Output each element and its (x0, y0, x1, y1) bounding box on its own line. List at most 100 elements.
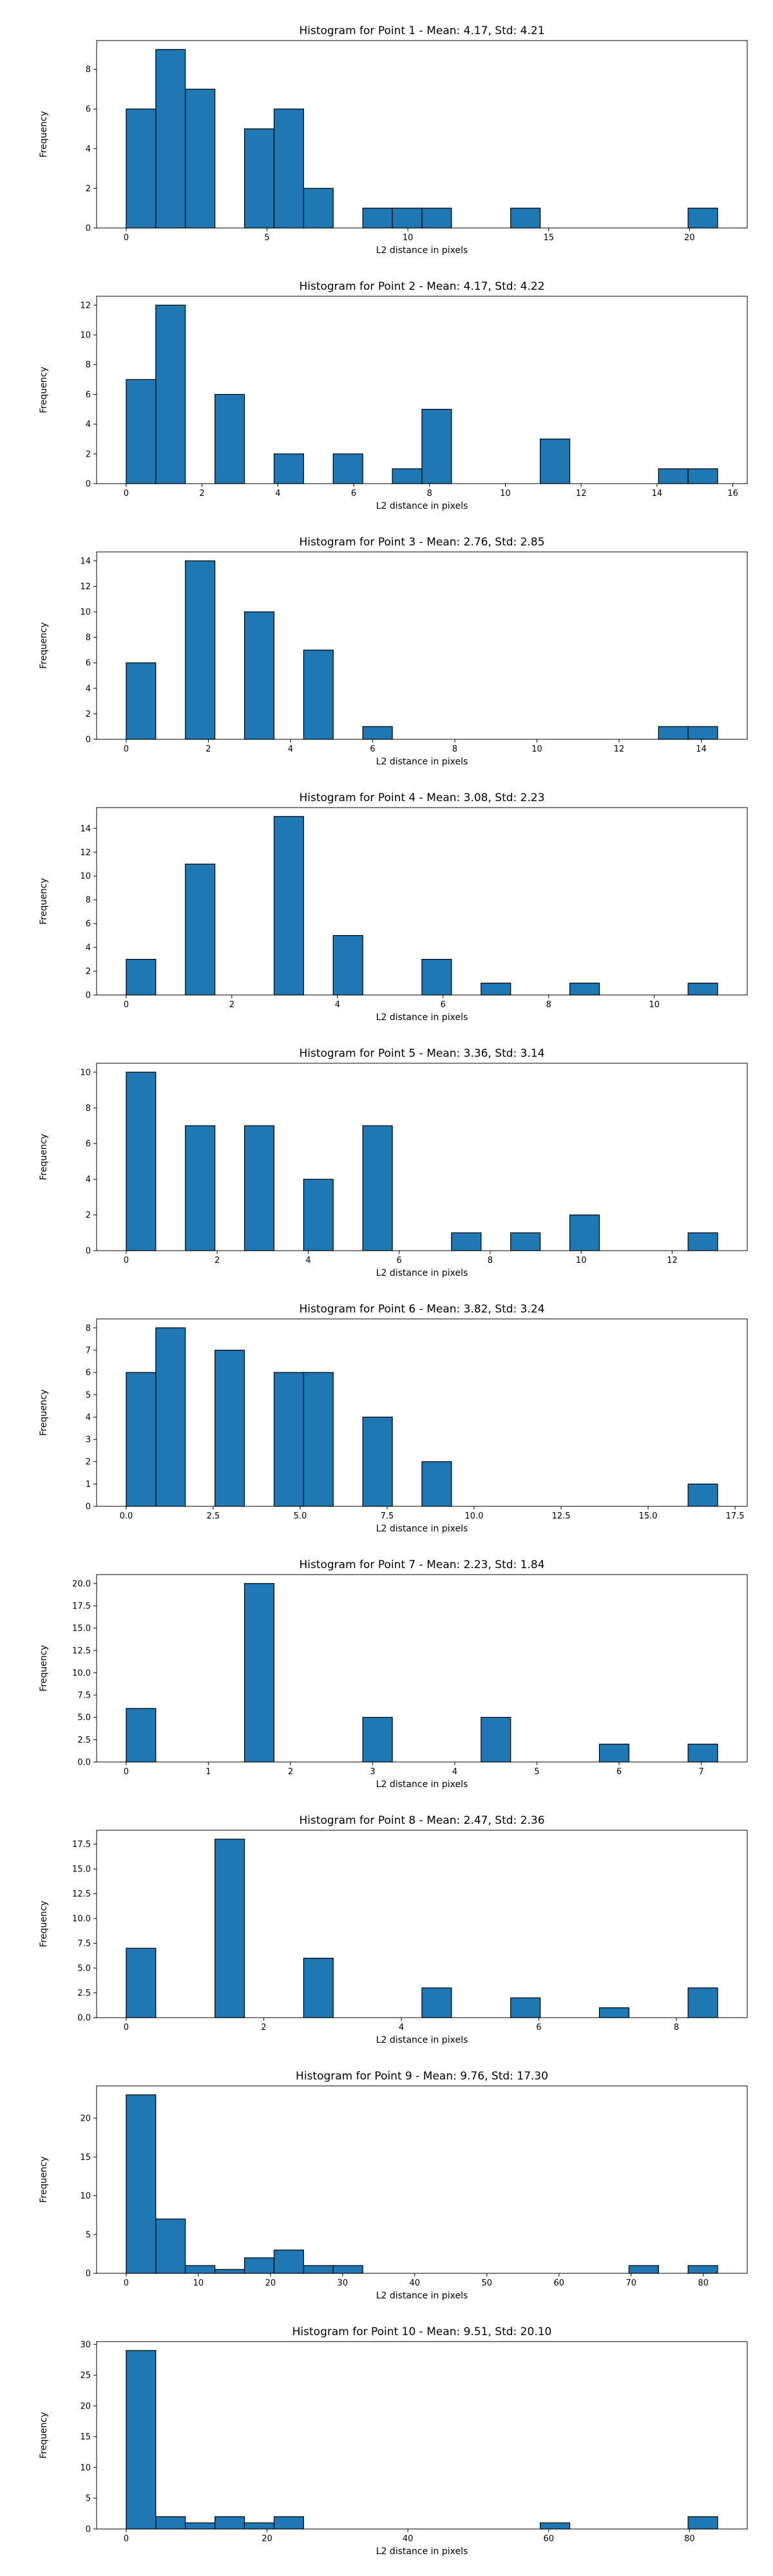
y-tick-label: 2 (86, 184, 91, 194)
x-tick-label: 4 (275, 489, 280, 498)
histogram-bar (658, 726, 689, 740)
y-tick-label: 8 (86, 1323, 91, 1333)
y-tick-label: 10 (80, 608, 91, 618)
x-axis-label: L2 distance in pixels (376, 1779, 468, 1790)
chart-title: Histogram for Point 1 - Mean: 4.17, Std:… (299, 24, 544, 37)
histogram-bar (126, 108, 157, 229)
histogram-bar (598, 2007, 629, 2018)
histogram-panel-10: Histogram for Point 10 - Mean: 9.51, Std… (39, 2325, 748, 2557)
x-tick-label: 6 (616, 1767, 622, 1777)
histogram-bar (569, 982, 600, 996)
y-tick-label: 12.5 (72, 1889, 91, 1899)
y-axis-label: Frequency (39, 366, 49, 413)
x-axis-label: L2 distance in pixels (376, 245, 468, 256)
x-tick-label: 0.0 (120, 1511, 133, 1521)
histogram-bar (126, 1947, 157, 2018)
y-tick-label: 14 (80, 556, 91, 566)
y-tick-label: 12 (80, 582, 91, 592)
x-tick-label: 10 (500, 489, 511, 498)
x-tick-label: 50 (482, 2278, 493, 2288)
histogram-bar (215, 2516, 245, 2530)
histogram-panel-3: Histogram for Point 3 - Mean: 2.76, Std:… (39, 536, 748, 767)
x-tick-label: 30 (338, 2278, 348, 2288)
x-tick-label: 1 (205, 1767, 211, 1777)
y-tick-label: 8 (86, 896, 91, 905)
x-axis-label: L2 distance in pixels (376, 501, 468, 511)
histogram-bar (185, 2265, 216, 2274)
y-axis-label: Frequency (39, 111, 49, 157)
y-tick-label: 15.0 (72, 1624, 91, 1634)
y-tick-label: 0 (86, 2525, 91, 2535)
histogram-bar (481, 1717, 511, 1763)
y-tick-label: 12 (80, 848, 91, 858)
y-axis-label: Frequency (39, 1133, 49, 1180)
y-tick-label: 7.5 (77, 1691, 91, 1701)
y-tick-label: 8 (86, 65, 91, 75)
x-tick-label: 8 (674, 2023, 679, 2032)
histogram-bar (421, 958, 452, 996)
x-tick-label: 15.0 (639, 1511, 658, 1521)
y-tick-label: 6 (86, 1139, 91, 1149)
x-tick-label: 20 (684, 233, 695, 243)
histogram-bar (243, 611, 275, 740)
y-axis-label: Frequency (39, 1645, 49, 1691)
histogram-panel-8: Histogram for Point 8 - Mean: 2.47, Std:… (39, 1814, 748, 2045)
histogram-bar (628, 2265, 659, 2274)
y-tick-label: 17.5 (72, 1602, 91, 1611)
histogram-bar (273, 2516, 304, 2530)
y-tick-label: 5 (86, 2494, 91, 2504)
x-tick-label: 8 (452, 744, 457, 754)
x-tick-label: 5.0 (294, 1511, 307, 1521)
x-axis-label: L2 distance in pixels (376, 2546, 468, 2557)
histogram-bar (687, 1987, 718, 2018)
histogram-bar (303, 649, 334, 740)
histogram-bar (392, 468, 423, 484)
y-tick-label: 2 (86, 967, 91, 977)
histogram-bar (658, 468, 689, 484)
y-tick-label: 2.5 (77, 1736, 91, 1745)
x-tick-label: 80 (684, 2534, 695, 2544)
histogram-bar (687, 726, 718, 740)
histogram-bar (510, 1232, 541, 1251)
axes-frame (96, 1318, 748, 1507)
chart-title: Histogram for Point 6 - Mean: 3.82, Std:… (299, 1303, 544, 1316)
y-tick-label: 17.5 (72, 1840, 91, 1850)
y-axis-label: Frequency (39, 622, 49, 668)
x-tick-label: 0 (124, 1767, 129, 1777)
y-tick-label: 0 (86, 1247, 91, 1256)
x-tick-label: 60 (553, 2278, 564, 2288)
histogram-bar (273, 1372, 304, 1507)
x-tick-label: 10 (193, 2278, 204, 2288)
x-tick-label: 6 (351, 489, 356, 498)
x-tick-label: 20 (265, 2278, 276, 2288)
y-tick-label: 20.0 (72, 1579, 91, 1589)
histogram-bar (126, 1072, 157, 1251)
y-tick-label: 4 (86, 420, 91, 430)
x-tick-label: 4 (452, 1767, 457, 1777)
histogram-bar (687, 1743, 718, 1763)
y-tick-label: 4 (86, 1413, 91, 1423)
histogram-panel-9: Histogram for Point 9 - Mean: 9.76, Std:… (39, 2070, 748, 2301)
histogram-bar (243, 2522, 275, 2530)
x-tick-label: 6 (397, 1256, 402, 1265)
y-tick-label: 0 (86, 480, 91, 489)
chart-title: Histogram for Point 4 - Mean: 3.08, Std:… (299, 791, 544, 804)
histogram-bar (362, 1125, 393, 1251)
y-tick-label: 0 (86, 1502, 91, 1512)
histogram-bar (332, 2265, 363, 2274)
y-axis-label: Frequency (39, 878, 49, 924)
y-tick-label: 30 (80, 2340, 91, 2350)
x-tick-label: 4 (288, 744, 293, 754)
x-tick-label: 12.5 (552, 1511, 571, 1521)
histogram-bar (126, 2094, 157, 2274)
x-axis-label: L2 distance in pixels (376, 2291, 468, 2301)
histogram-bar (215, 2269, 245, 2274)
y-tick-label: 8 (86, 361, 91, 370)
y-tick-label: 10.0 (72, 1915, 91, 1924)
x-tick-label: 4 (305, 1256, 310, 1265)
y-tick-label: 10 (80, 2463, 91, 2473)
y-tick-label: 10 (80, 331, 91, 341)
histogram-bar (243, 1583, 275, 1763)
histogram-bar (185, 88, 216, 229)
y-tick-label: 5.0 (77, 1713, 91, 1723)
